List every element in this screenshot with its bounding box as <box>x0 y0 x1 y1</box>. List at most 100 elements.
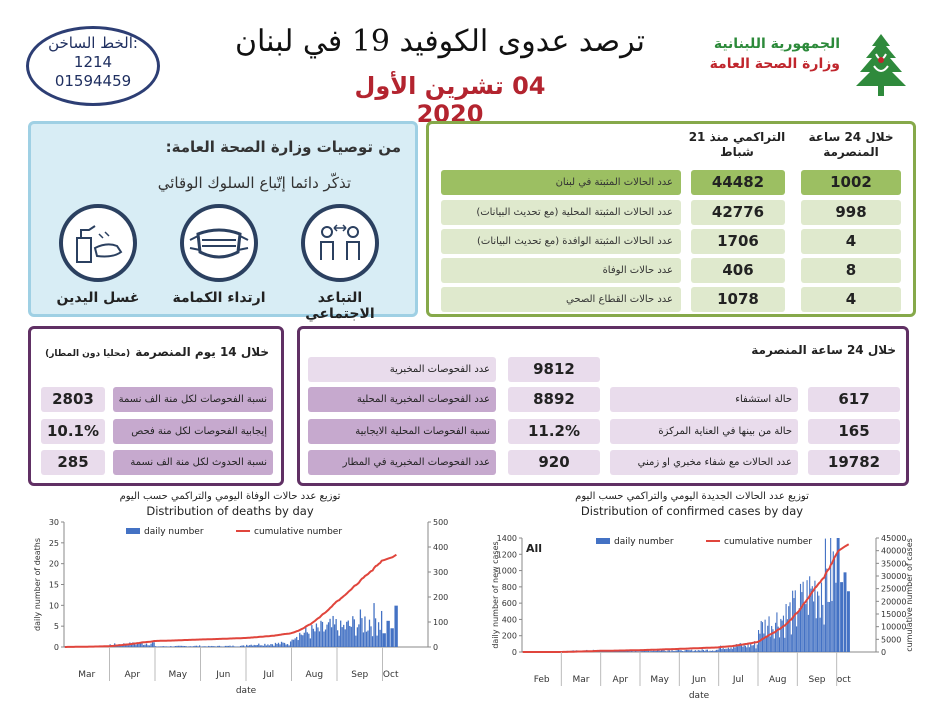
y-tick-label: 800 <box>502 583 517 592</box>
x-month-label: Jul <box>732 675 744 685</box>
daily-bar <box>352 616 354 647</box>
daily-bar <box>208 645 210 647</box>
daily-bar <box>180 645 183 647</box>
daily-bar <box>139 642 142 647</box>
daily-bar <box>170 646 172 647</box>
daily-bar <box>699 650 701 652</box>
daily-bar <box>637 651 639 652</box>
daily-bar <box>739 642 741 652</box>
daily-bar <box>625 650 627 652</box>
test-value: 8892 <box>508 387 600 412</box>
y-tick-label: 15 <box>49 581 59 590</box>
daily-bar <box>286 644 289 647</box>
daily-bar <box>289 641 292 647</box>
metric-label: نسبة الفحوصات لكل منة الف نسمة <box>113 387 273 412</box>
daily-bar <box>640 651 642 652</box>
x-month-label: Jun <box>691 675 706 685</box>
daily-bar <box>722 647 724 652</box>
daily-bar <box>674 651 676 652</box>
daily-bar <box>191 646 193 647</box>
y-tick-label: 5 <box>54 622 59 631</box>
daily-bar <box>645 650 647 652</box>
daily-bar <box>276 643 278 647</box>
daily-bar <box>679 650 681 652</box>
daily-bar <box>264 643 266 647</box>
daily-bar <box>364 616 366 647</box>
hospital-value: 165 <box>808 419 900 444</box>
daily-bar <box>772 629 774 652</box>
daily-bar <box>239 645 242 647</box>
daily-bar <box>270 644 272 647</box>
daily-bar <box>145 643 148 647</box>
stat-24h: 4 <box>801 229 901 254</box>
y-right-tick-label: 5000 <box>881 635 901 644</box>
y-tick-label: 1000 <box>497 567 517 576</box>
daily-bar <box>743 643 745 652</box>
daily-bar <box>790 634 792 652</box>
metric-label: إيجابية الفحوصات لكل منة فحص <box>113 419 273 444</box>
y-right-tick-label: 100 <box>433 618 448 627</box>
daily-bar <box>826 568 828 652</box>
y-tick-label: 0 <box>512 648 517 657</box>
stat-24h: 1002 <box>801 170 901 195</box>
daily-bar <box>742 646 744 652</box>
daily-bar <box>315 623 318 647</box>
y-tick-label: 30 <box>49 518 59 527</box>
daily-bar <box>288 645 290 647</box>
daily-bar <box>667 650 669 652</box>
column-header-cumulative: التراكمي منذ 21 شباط <box>688 130 786 159</box>
daily-bar <box>636 651 638 652</box>
daily-bar <box>198 645 201 647</box>
daily-bar <box>726 648 728 652</box>
daily-bar <box>361 618 363 647</box>
daily-bar <box>676 650 678 652</box>
daily-bar <box>285 644 287 647</box>
y-right-tick-label: 25000 <box>881 585 906 594</box>
daily-bar <box>291 639 293 647</box>
daily-bar <box>662 650 664 652</box>
daily-bar <box>280 641 283 647</box>
daily-bar <box>296 636 298 647</box>
legend-label-cumulative: cumulative number <box>254 527 342 537</box>
daily-bar <box>347 620 349 647</box>
hand-washing-icon <box>59 204 137 282</box>
daily-bar <box>329 618 331 647</box>
daily-bar <box>256 644 258 647</box>
daily-bar <box>626 650 628 652</box>
daily-bar <box>683 651 685 652</box>
daily-bar <box>373 603 375 647</box>
daily-bar <box>754 641 756 652</box>
daily-bar <box>124 644 126 647</box>
chart-title-arabic: توزيع عدد حالات الوفاة اليومي والتراكمي … <box>120 491 341 502</box>
daily-bar <box>183 646 186 647</box>
stat-cumulative: 406 <box>691 258 785 283</box>
daily-bar <box>801 592 803 652</box>
daily-bar <box>759 633 761 652</box>
panel24-title: خلال 24 ساعة المنصرمة <box>751 343 896 357</box>
daily-bar <box>651 651 653 652</box>
x-month-label: Sep <box>351 670 368 680</box>
daily-bar <box>177 645 180 647</box>
daily-bar <box>303 632 305 647</box>
daily-bar <box>654 650 656 652</box>
daily-bar <box>782 615 785 652</box>
hospital-label: حالة من بينها في العناية المركزة <box>610 419 798 444</box>
daily-bar <box>775 622 777 652</box>
y-right-tick-label: 30000 <box>881 572 906 581</box>
daily-bar <box>723 649 726 652</box>
daily-bar <box>803 603 805 652</box>
daily-bar <box>333 624 336 647</box>
daily-bar <box>767 625 769 652</box>
daily-bar <box>794 590 796 652</box>
daily-bar <box>317 627 319 647</box>
daily-bar <box>368 619 371 647</box>
rec-label-handwash: غسل اليدين <box>56 290 140 306</box>
x-month-label: Apr <box>124 670 140 680</box>
stat-cumulative: 42776 <box>691 200 785 225</box>
daily-bar <box>696 651 698 652</box>
daily-bar <box>247 645 249 647</box>
daily-bar <box>693 650 695 652</box>
daily-bar <box>731 648 733 652</box>
daily-bar <box>250 644 252 647</box>
daily-bar <box>121 645 123 647</box>
